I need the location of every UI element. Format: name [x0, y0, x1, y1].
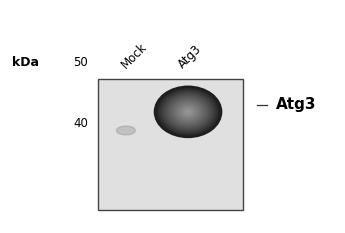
Ellipse shape	[173, 100, 203, 123]
Ellipse shape	[154, 86, 222, 137]
Text: Atg3: Atg3	[176, 42, 205, 71]
Ellipse shape	[158, 89, 218, 135]
Ellipse shape	[117, 126, 135, 135]
Ellipse shape	[186, 111, 190, 113]
Ellipse shape	[159, 90, 217, 134]
Ellipse shape	[185, 109, 191, 114]
Ellipse shape	[175, 102, 201, 122]
Text: kDa: kDa	[12, 56, 39, 69]
Ellipse shape	[166, 95, 210, 128]
Ellipse shape	[178, 104, 198, 120]
Text: Mock: Mock	[119, 40, 150, 71]
Ellipse shape	[181, 107, 195, 117]
Text: 40: 40	[73, 117, 88, 130]
FancyBboxPatch shape	[98, 79, 243, 210]
Ellipse shape	[183, 108, 193, 116]
Ellipse shape	[169, 98, 207, 126]
Ellipse shape	[163, 93, 213, 131]
Ellipse shape	[176, 103, 200, 121]
Ellipse shape	[180, 105, 196, 118]
Text: 50: 50	[73, 56, 88, 69]
Ellipse shape	[161, 91, 215, 132]
Ellipse shape	[171, 99, 205, 125]
Ellipse shape	[165, 94, 211, 130]
Ellipse shape	[168, 96, 208, 127]
Ellipse shape	[156, 88, 220, 136]
Text: Atg3: Atg3	[276, 97, 316, 112]
